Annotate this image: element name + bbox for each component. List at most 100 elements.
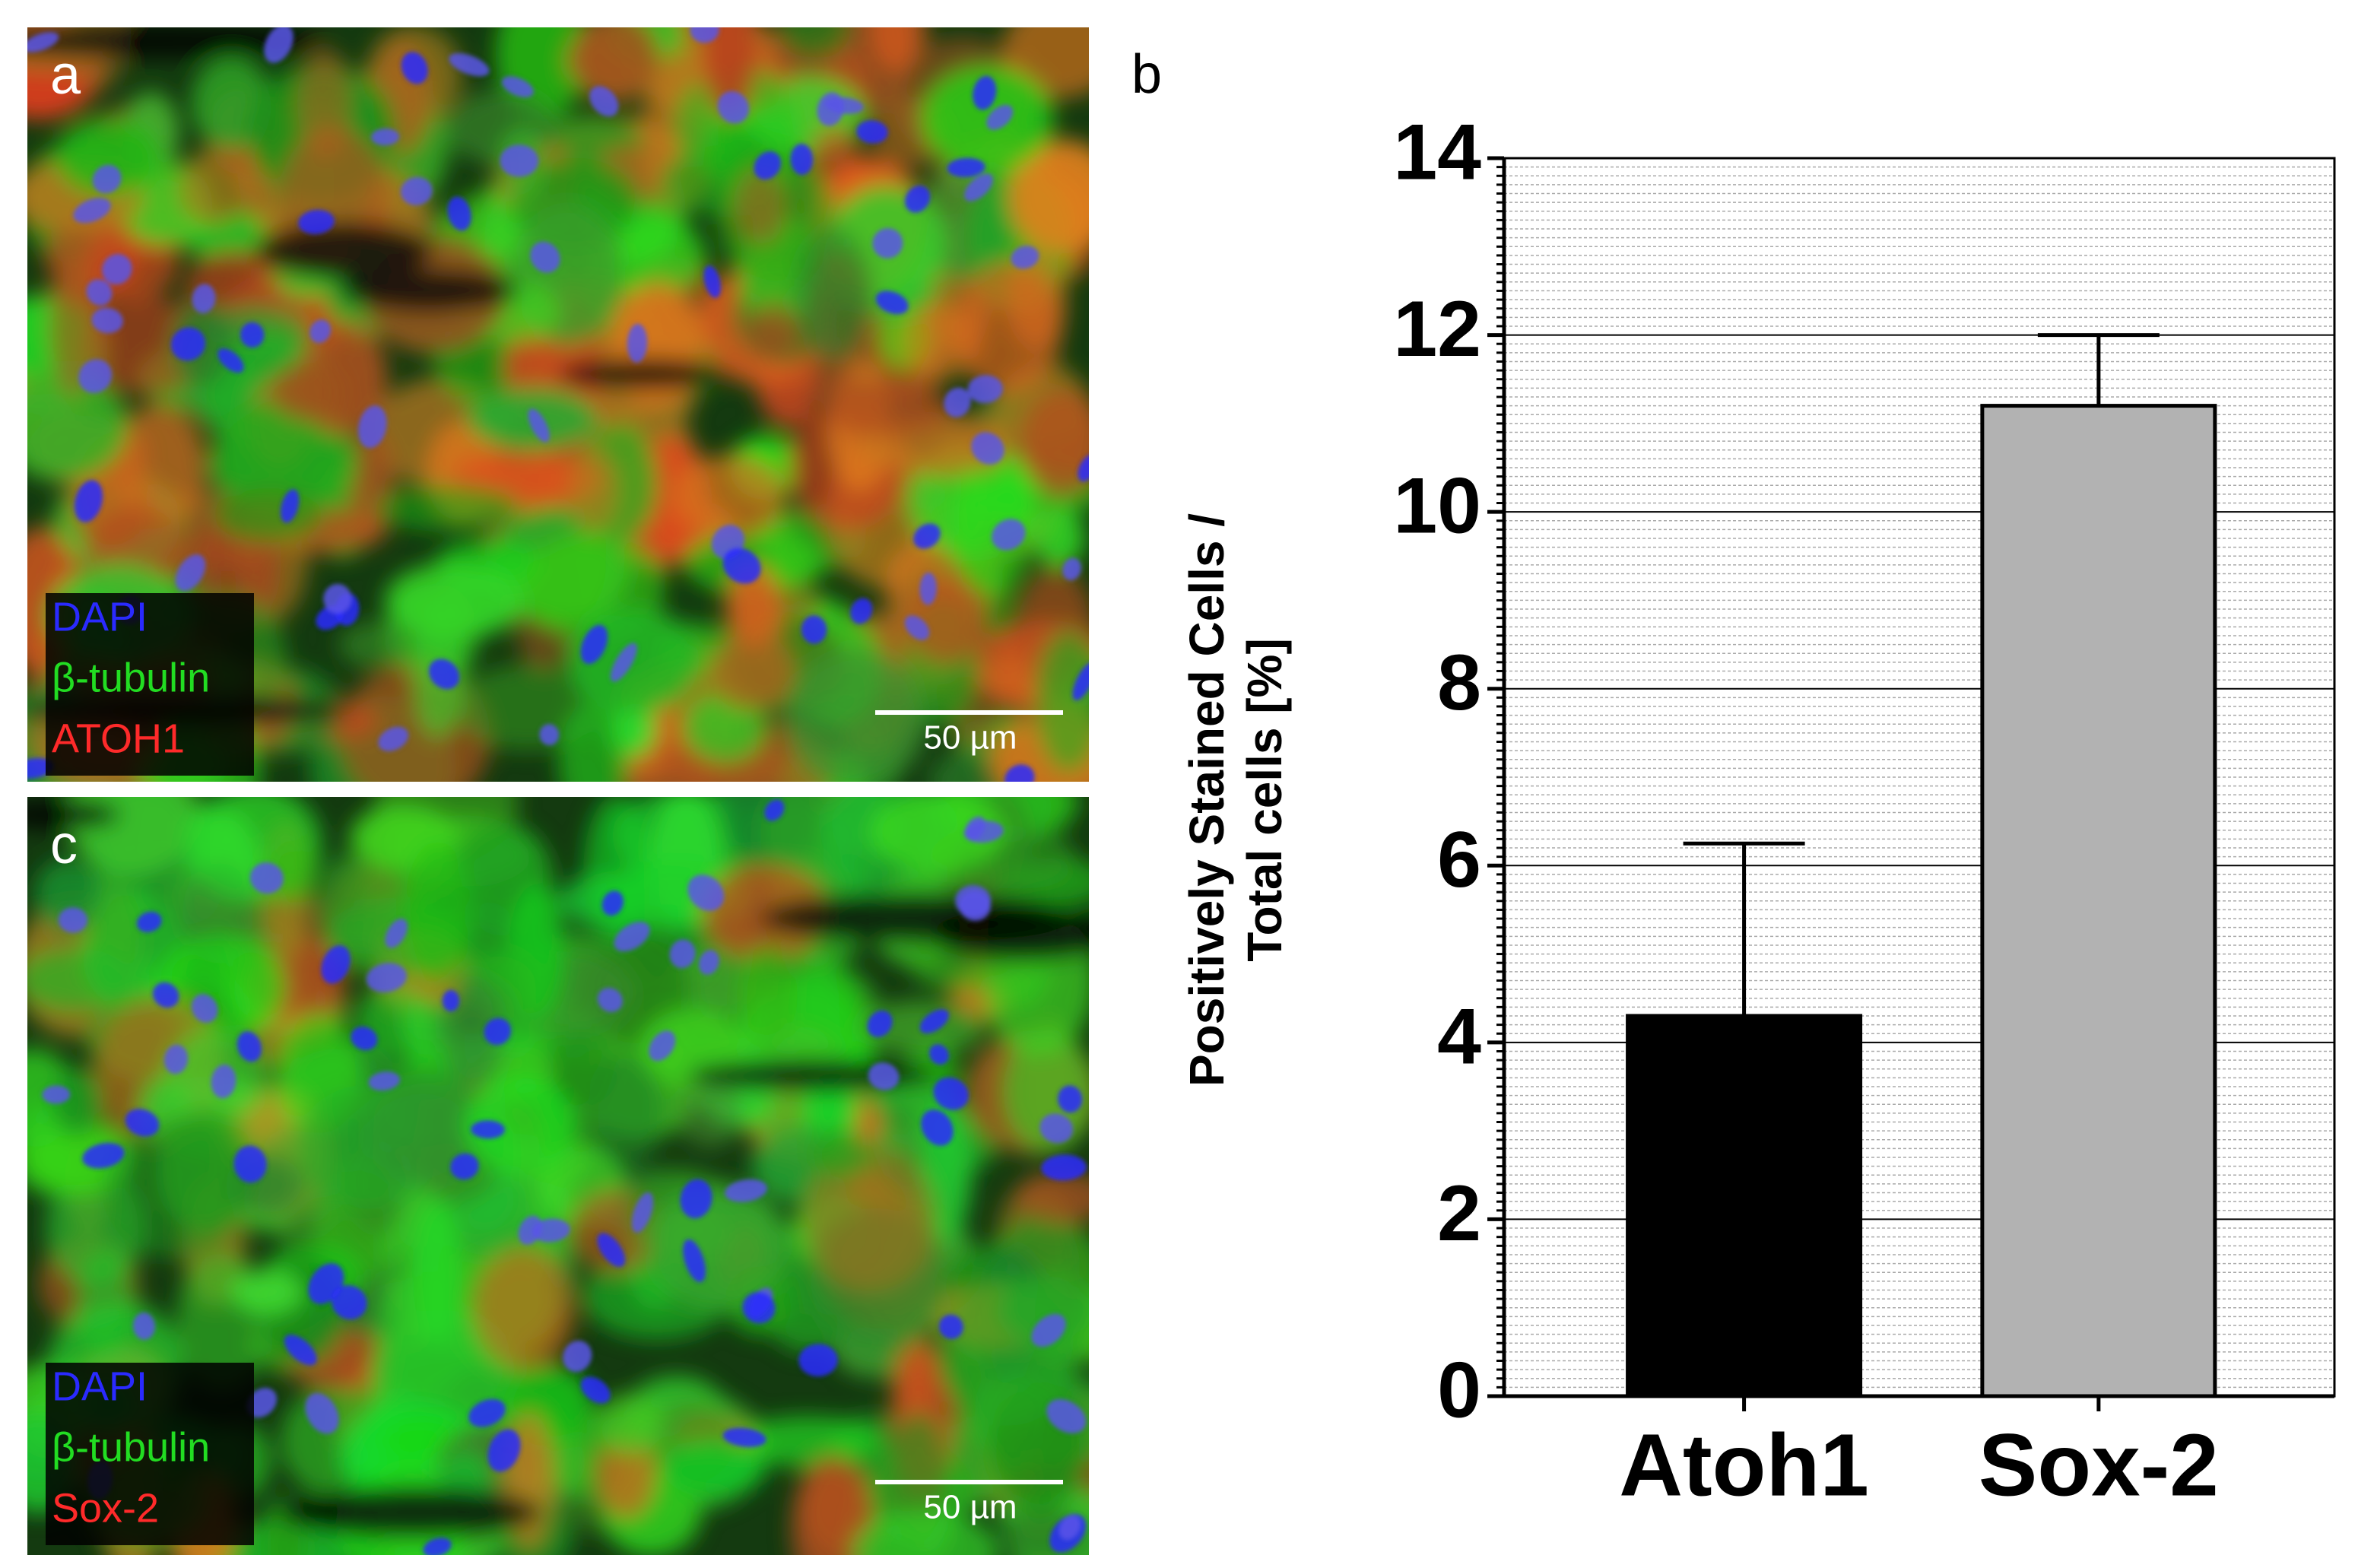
nucleus — [850, 598, 873, 624]
texture — [27, 797, 1089, 1555]
tissue-blob — [384, 562, 525, 639]
dark-gap — [929, 907, 1089, 962]
y-tick-label: 12 — [1393, 285, 1481, 373]
legend-label: DAPI — [52, 1363, 148, 1409]
panel-label: b — [1131, 44, 1162, 105]
nucleus — [967, 375, 1003, 404]
nucleus — [856, 120, 888, 144]
tissue-blob — [725, 565, 782, 650]
nucleus — [563, 1341, 592, 1373]
tissue-blob — [803, 1145, 936, 1291]
nucleus — [1062, 557, 1081, 581]
tissue-blob — [951, 453, 1036, 594]
nucleus — [698, 950, 719, 975]
nucleus — [919, 1009, 949, 1033]
nucleus — [58, 907, 88, 933]
nucleus — [867, 1010, 893, 1037]
nucleus — [428, 659, 460, 690]
tissue-blob — [890, 1411, 946, 1540]
nucleus — [904, 186, 931, 213]
y-tick-label: 2 — [1437, 1170, 1481, 1258]
tissue-blob — [1033, 507, 1086, 569]
tissue-blob — [747, 303, 799, 357]
nucleus — [1041, 1154, 1087, 1181]
nucleus — [321, 945, 351, 984]
nucleus — [614, 922, 650, 952]
nucleus — [423, 1538, 452, 1555]
micrograph — [27, 797, 1089, 1555]
nucleus — [351, 1026, 378, 1051]
nucleus — [211, 1064, 236, 1099]
tissue-blob — [338, 621, 413, 668]
nucleus — [669, 939, 696, 969]
tissue-blob — [365, 1083, 481, 1186]
nucleus — [280, 489, 300, 523]
nucleus — [938, 1314, 963, 1339]
nucleus — [82, 1142, 125, 1169]
x-tick-label: Atoh1 — [1619, 1416, 1869, 1515]
nucleus — [217, 348, 244, 373]
tissue-blob — [27, 947, 131, 1012]
dark-gap — [338, 268, 519, 313]
nucleus — [627, 323, 648, 363]
legend-label: Sox-2 — [52, 1485, 159, 1531]
nucleus — [610, 643, 637, 682]
tissue-blob — [920, 64, 1054, 173]
nucleus — [597, 1233, 626, 1268]
nucleus — [944, 387, 971, 417]
nucleus — [298, 209, 335, 234]
nuclei — [27, 27, 1089, 782]
tissue-blob — [737, 944, 798, 1048]
nucleus — [817, 92, 844, 126]
nuclei — [42, 799, 1087, 1555]
legend-box — [46, 593, 254, 776]
nucleus — [868, 1062, 900, 1090]
nucleus — [357, 405, 387, 449]
dark-gap — [27, 799, 121, 830]
tissue-blob — [678, 1078, 743, 1149]
nucleus — [589, 86, 619, 117]
tissue-blob — [583, 797, 651, 944]
nucleus — [904, 615, 930, 640]
tissue-blob — [403, 841, 472, 989]
panel-label: a — [50, 45, 81, 106]
nucleus — [919, 572, 937, 605]
nucleus — [1004, 764, 1035, 782]
nucleus — [703, 265, 721, 298]
nucleus — [501, 76, 534, 97]
nucleus — [152, 982, 179, 1008]
tissue-blob — [821, 380, 951, 438]
scale-bar-label: 50 µm — [923, 1489, 1017, 1526]
nucleus — [680, 1179, 712, 1219]
tissue-blob — [1019, 388, 1089, 496]
nucleus — [175, 554, 206, 592]
nucleus — [385, 919, 408, 948]
nucleus — [722, 1427, 766, 1448]
nucleus — [73, 198, 111, 224]
dark-gap — [687, 1059, 938, 1092]
nucleus — [27, 757, 54, 779]
y-tick-label: 8 — [1437, 639, 1481, 727]
nucleus — [27, 32, 59, 52]
nucleus — [539, 724, 560, 746]
scale-bar-label: 50 µm — [923, 719, 1017, 757]
nucleus — [601, 890, 624, 916]
nucleus — [450, 1153, 479, 1180]
tissue-blob — [271, 362, 346, 421]
legend-label: β-tubulin — [52, 655, 210, 700]
y-axis-title-line: Total cells [%] — [1237, 638, 1292, 962]
nucleus — [102, 254, 132, 285]
panel-label: c — [50, 814, 78, 875]
nucleus — [790, 144, 814, 176]
tissue-blob — [808, 1129, 873, 1178]
nucleus — [986, 104, 1014, 130]
nucleus — [971, 432, 1004, 465]
nucleus — [468, 1398, 506, 1427]
y-tick-label: 10 — [1393, 462, 1481, 551]
tissue-blob — [673, 454, 786, 538]
nucleus — [1072, 662, 1089, 701]
tissue-blob — [75, 1247, 135, 1360]
nucleus — [309, 319, 332, 344]
nucleus — [368, 1071, 401, 1091]
